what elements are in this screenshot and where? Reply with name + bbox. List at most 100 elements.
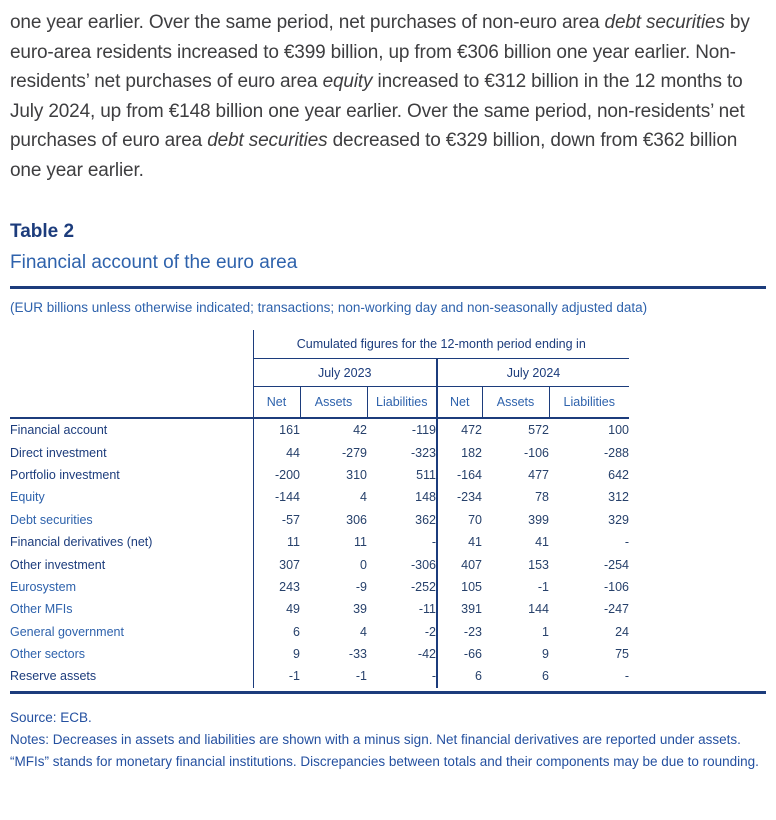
table-row: Direct investment 44 -279 -323 182 -106 -288	[10, 441, 629, 464]
cell-value: -	[431, 535, 436, 550]
cell-value: 399	[528, 512, 549, 527]
cell-value: 41	[535, 535, 549, 550]
cell-value: -164	[436, 463, 482, 487]
paragraph-segment-italic: debt securities	[604, 12, 725, 33]
source-line: Source: ECB.	[10, 709, 92, 725]
cell-value: 11	[354, 535, 367, 550]
cell-value: 312	[608, 490, 629, 505]
cell-value: 310	[346, 467, 367, 482]
cell-value: 243	[252, 575, 300, 599]
cell-value: 0	[360, 557, 367, 572]
cell-value: 49	[252, 598, 300, 621]
cell-value: 391	[436, 598, 482, 621]
paragraph-segment: by euro-area residents increased to €399…	[10, 12, 750, 92]
cell-value: 6	[252, 620, 300, 643]
cell-value: 6	[436, 665, 482, 688]
table-row: General government 6 4 -2 -23 1 24	[10, 620, 629, 643]
document-page: one year earlier. Over the same period, …	[10, 8, 766, 769]
table-row: Other investment 307 0 -306 407 153 -254	[10, 553, 629, 576]
header-blank-cell	[10, 359, 253, 387]
cell-value: 161	[252, 418, 300, 442]
cell-value: -252	[410, 579, 436, 594]
row-label: Direct investment	[10, 445, 107, 460]
cell-value: 362	[415, 512, 436, 527]
row-label: Other sectors	[10, 647, 86, 662]
column-group-july-2024: July 2024	[436, 358, 629, 387]
row-label: Portfolio investment	[10, 467, 120, 482]
cell-value: -323	[410, 445, 436, 460]
cell-value: 11	[252, 530, 300, 554]
table-caption: (EUR billions unless otherwise indicated…	[10, 300, 648, 315]
column-header-net-2024: Net	[436, 386, 482, 419]
cell-value: -	[624, 669, 629, 684]
paragraph-segment-italic: debt securities	[207, 130, 328, 151]
title-rule	[10, 286, 766, 289]
cell-value: 4	[360, 624, 367, 639]
column-header-assets-2023: Assets	[299, 386, 367, 419]
column-header-net-2023: Net	[252, 386, 300, 419]
table-header-top: Cumulated figures for the 12-month perio…	[252, 330, 629, 359]
cell-value: -306	[410, 557, 436, 572]
cell-value: 100	[608, 423, 629, 438]
cell-value: 153	[528, 557, 549, 572]
cell-value: 9	[542, 647, 549, 662]
cell-value: 6	[542, 669, 549, 684]
cell-value: -1	[537, 579, 549, 594]
cell-value: -279	[341, 445, 367, 460]
cell-value: -200	[252, 463, 300, 487]
header-row-top: Cumulated figures for the 12-month perio…	[10, 330, 629, 359]
cell-value: 148	[415, 490, 436, 505]
cell-value: -33	[348, 647, 367, 662]
cell-value: 307	[252, 553, 300, 576]
row-label: Other investment	[10, 557, 106, 572]
cell-value: 105	[436, 575, 482, 599]
table-row: Financial account 161 42 -119 472 572 100	[10, 418, 629, 442]
table-body: Financial account 161 42 -119 472 572 100 Direc…	[10, 418, 629, 688]
cell-value: -106	[523, 445, 549, 460]
cell-value: 41	[436, 530, 482, 554]
table-bottom-rule	[10, 690, 766, 694]
table-row: Portfolio investment -200 310 511 -164 477 642	[10, 463, 629, 487]
cell-value: 4	[360, 490, 367, 505]
cell-value: 1	[542, 624, 549, 639]
table-row: Equity -144 4 148 -234 78 312	[10, 486, 629, 509]
table-row: Reserve assets -1 -1-6 6-	[10, 665, 629, 688]
column-header-liabilities-2023: Liabilities	[366, 386, 437, 419]
cell-value: -57	[252, 508, 300, 531]
cell-value: -247	[603, 602, 629, 617]
cell-value: 24	[615, 624, 629, 639]
cell-value: 472	[436, 418, 482, 442]
cell-value: 511	[416, 467, 436, 482]
cell-value: 477	[528, 467, 549, 482]
table-row: Financial derivatives (net) 11 11-41 41-	[10, 530, 629, 554]
column-header-liabilities-2024: Liabilities	[548, 386, 629, 419]
cell-value: -106	[603, 579, 629, 594]
cell-value: 329	[608, 512, 629, 527]
cell-value: -2	[424, 624, 436, 639]
cell-value: 182	[436, 441, 482, 464]
header-row-columns: Net Assets Liabilities Net Assets Liabil…	[10, 386, 629, 419]
cell-value: 75	[615, 647, 629, 662]
body-paragraph: one year earlier. Over the same period, …	[10, 8, 764, 185]
header-row-groups: July 2023 July 2024	[10, 358, 629, 387]
header-blank-cell	[10, 330, 253, 359]
cell-value: -9	[355, 579, 367, 594]
cell-value: 572	[528, 423, 549, 438]
table-row: Other sectors 9 -33 -42 -66 9 75	[10, 642, 629, 666]
cell-value: 144	[528, 602, 549, 617]
cell-value: -1	[252, 665, 300, 688]
cell-value: 642	[608, 467, 629, 482]
cell-value: 9	[252, 642, 300, 666]
table-row: Eurosystem 243 -9 -252 105 -1 -106	[10, 575, 629, 599]
cell-value: 70	[436, 508, 482, 531]
column-header-assets-2024: Assets	[481, 386, 549, 419]
paragraph-segment: one year earlier. Over the same period, …	[10, 12, 605, 33]
cell-value: 407	[436, 553, 482, 576]
row-label: Equity	[10, 490, 45, 505]
notes-text: Notes: Decreases in assets and liabiliti…	[10, 731, 759, 769]
cell-value: -	[624, 535, 629, 550]
cell-value: -	[431, 669, 436, 684]
header-blank-cell	[10, 386, 253, 419]
row-label: Other MFIs	[10, 602, 73, 617]
financial-account-table: Cumulated figures for the 12-month perio…	[10, 330, 629, 688]
